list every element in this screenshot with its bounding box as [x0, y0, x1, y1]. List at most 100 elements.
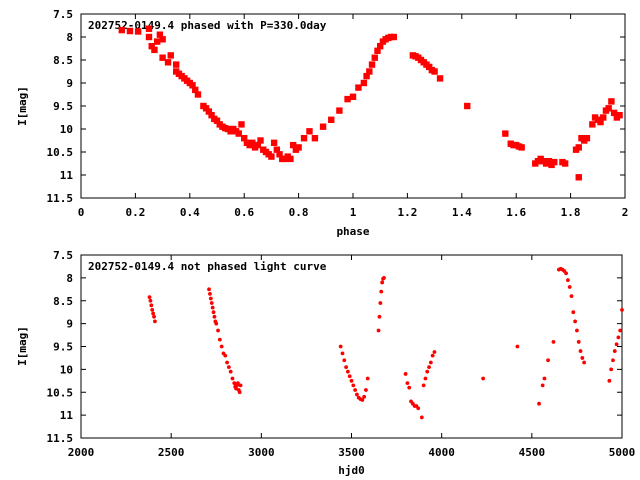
data-point — [436, 75, 444, 82]
data-point — [378, 301, 383, 305]
data-point — [347, 374, 352, 379]
data-point — [189, 82, 196, 89]
x-tick-label: 3500 — [338, 446, 365, 459]
data-point — [360, 79, 368, 87]
data-point — [338, 344, 343, 349]
data-point — [371, 54, 378, 61]
data-point — [273, 146, 281, 153]
data-point — [217, 337, 222, 342]
x-tick-label: 0.4 — [180, 206, 200, 219]
data-point — [306, 128, 313, 135]
data-point — [423, 376, 428, 381]
data-point — [214, 321, 219, 326]
y-tick-label: 10.5 — [47, 146, 74, 159]
data-point — [551, 340, 556, 344]
data-point — [605, 105, 612, 112]
data-point — [345, 369, 350, 374]
data-point — [431, 68, 438, 75]
y-tick-label: 10.5 — [47, 386, 74, 399]
data-point — [235, 130, 242, 137]
data-point — [344, 365, 348, 369]
data-point — [609, 367, 614, 372]
data-point — [238, 383, 243, 388]
data-point — [202, 105, 210, 112]
data-point — [578, 349, 583, 353]
data-point — [148, 298, 153, 303]
data-point — [145, 25, 153, 32]
data-point — [582, 360, 587, 365]
data-point — [575, 328, 579, 333]
data-point — [159, 36, 166, 43]
data-point — [156, 31, 164, 38]
data-point — [192, 86, 199, 94]
data-point — [419, 415, 424, 420]
data-points — [147, 266, 624, 420]
x-tick-label: 1.6 — [506, 206, 526, 219]
data-point — [257, 137, 264, 144]
data-point — [583, 135, 591, 142]
data-point — [407, 385, 412, 390]
data-point — [145, 33, 153, 41]
data-point — [249, 139, 256, 146]
data-point — [232, 381, 237, 385]
y-tick-label: 8 — [66, 31, 73, 44]
data-point — [230, 376, 235, 381]
data-points — [118, 25, 623, 181]
data-point — [151, 46, 158, 54]
data-point — [620, 308, 624, 312]
data-point — [118, 26, 125, 34]
data-point — [208, 296, 213, 301]
data-point — [430, 353, 435, 358]
data-point — [365, 376, 370, 381]
y-tick-label: 11.5 — [47, 192, 74, 205]
y-tick-label: 9 — [66, 77, 73, 90]
y-tick-label: 11.5 — [47, 432, 74, 445]
data-point — [612, 349, 617, 353]
data-point — [571, 310, 576, 315]
data-point — [382, 275, 386, 280]
data-point — [353, 388, 358, 392]
data-point — [355, 84, 362, 91]
data-point — [575, 144, 582, 151]
x-tick-label: 1 — [350, 206, 357, 219]
data-point — [208, 291, 212, 296]
data-point — [152, 314, 156, 319]
data-point — [212, 314, 217, 319]
x-tick-label: 1.2 — [397, 206, 417, 219]
y-tick-label: 8.5 — [53, 295, 73, 308]
chart-title: 202752-0149.4 not phased light curve — [88, 260, 327, 273]
data-point — [416, 406, 421, 411]
y-tick-label: 11 — [60, 409, 74, 422]
data-point — [614, 342, 619, 347]
data-point — [340, 351, 345, 356]
x-tick-label: 0.8 — [289, 206, 309, 219]
y-tick-label: 9 — [66, 318, 73, 331]
data-point — [351, 383, 356, 388]
data-point — [576, 340, 581, 344]
x-tick-label: 1.4 — [452, 206, 472, 219]
data-point — [300, 135, 308, 142]
data-point — [390, 33, 397, 41]
data-point — [377, 314, 382, 319]
data-point — [173, 61, 180, 68]
data-point — [518, 144, 525, 151]
y-tick-label: 11 — [60, 169, 74, 182]
data-point — [545, 158, 553, 165]
data-point — [616, 112, 623, 119]
data-point — [167, 52, 174, 59]
x-tick-label: 0.6 — [234, 206, 254, 219]
data-point — [428, 360, 433, 365]
data-point — [405, 381, 410, 385]
data-point — [151, 311, 156, 316]
data-point — [134, 28, 142, 35]
x-tick-label: 2500 — [158, 446, 185, 459]
data-point — [421, 383, 426, 388]
data-point — [208, 112, 215, 119]
data-point — [276, 151, 283, 158]
data-point — [344, 95, 351, 103]
data-point — [425, 63, 433, 71]
data-point — [564, 271, 568, 276]
data-point — [427, 365, 431, 369]
data-point — [374, 47, 381, 54]
